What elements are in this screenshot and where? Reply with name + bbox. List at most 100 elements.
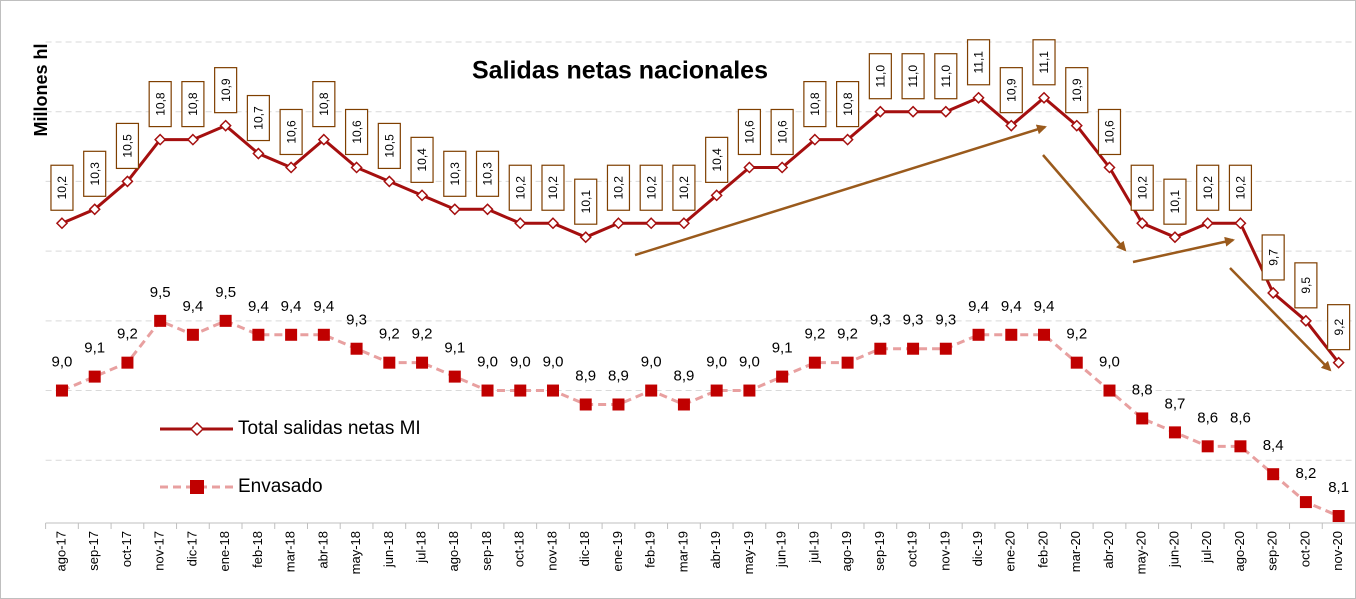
- data-label: 11,1: [972, 51, 986, 74]
- label-box: [934, 53, 958, 100]
- value-label-box: 11,0: [901, 53, 925, 100]
- label-box: [377, 122, 401, 170]
- data-label: 10,1: [579, 190, 593, 214]
- x-tick-label: dic-17: [184, 531, 199, 566]
- value-label-box: 10,8: [181, 80, 205, 128]
- marker: [710, 189, 723, 202]
- marker: [579, 231, 592, 244]
- data-label: 9,3: [870, 312, 891, 329]
- marker: [645, 217, 658, 230]
- chart-title: Salidas netas nacionales: [472, 57, 768, 85]
- x-tick-label: feb-20: [1035, 531, 1050, 568]
- data-label: 10,2: [677, 176, 691, 200]
- data-label: 8,9: [575, 367, 596, 384]
- data-label: 10,4: [415, 148, 429, 172]
- label-box: [606, 164, 631, 211]
- arrow: [1132, 236, 1235, 264]
- marker: [481, 203, 494, 216]
- label-box: [181, 80, 205, 128]
- data-label: 10,7: [252, 106, 266, 130]
- data-label: 10,3: [481, 162, 495, 186]
- data-label: 9,3: [346, 312, 367, 329]
- x-tick-label: dic-18: [577, 531, 592, 566]
- value-label-box: 10,8: [148, 80, 172, 128]
- value-label-box: 10,2: [508, 164, 532, 211]
- x-tick-label: may-19: [741, 531, 756, 574]
- x-tick-label: jul-18: [413, 531, 428, 564]
- marker: [415, 189, 429, 202]
- label-box: [672, 164, 696, 211]
- value-label-box: 11,1: [1032, 39, 1056, 86]
- x-tick-label: dic-19: [970, 531, 985, 566]
- value-label-box: 10,5: [377, 122, 401, 170]
- data-label: 9,0: [477, 354, 498, 371]
- value-label-box: 10,2: [672, 164, 696, 211]
- marker: [383, 356, 396, 369]
- data-label: 9,0: [1099, 354, 1120, 371]
- marker: [186, 133, 199, 146]
- value-label-box: 10,2: [606, 164, 631, 211]
- data-label: 10,2: [55, 176, 69, 200]
- label-box: [1130, 164, 1154, 211]
- data-label: 10,6: [284, 120, 298, 144]
- data-label: 10,5: [121, 134, 135, 158]
- data-label: 9,0: [510, 354, 531, 371]
- value-label-box: 10,2: [1196, 164, 1220, 211]
- marker: [1201, 440, 1214, 453]
- x-tick-label: feb-19: [643, 531, 658, 568]
- label-box: [836, 80, 860, 128]
- data-label: 8,6: [1230, 409, 1251, 426]
- marker: [448, 370, 461, 383]
- x-tick-label: mar-18: [283, 531, 298, 572]
- value-label-box: 10,8: [803, 80, 827, 128]
- marker: [1168, 231, 1182, 244]
- value-label-box: 11,0: [934, 53, 958, 100]
- marker: [514, 217, 527, 230]
- data-label: 8,6: [1197, 409, 1218, 426]
- gridlines: [45, 41, 1355, 461]
- marker: [1005, 119, 1018, 132]
- marker: [186, 328, 199, 341]
- marker: [285, 161, 298, 174]
- value-label-box: 10,3: [443, 150, 467, 197]
- data-label: 9,4: [1034, 298, 1055, 315]
- arrow: [1042, 154, 1127, 252]
- data-label: 9,2: [837, 326, 858, 343]
- label-box: [115, 122, 140, 170]
- label-box: [443, 150, 467, 197]
- marker: [776, 370, 789, 383]
- data-label: 10,8: [317, 92, 331, 116]
- label-box: [705, 136, 729, 183]
- value-label-box: 10,4: [410, 136, 434, 183]
- x-tick-label: sep-18: [479, 531, 494, 571]
- label-box: [312, 80, 336, 128]
- x-tick-label: oct-20: [1297, 531, 1312, 567]
- data-label: 11,0: [906, 65, 920, 88]
- label-box: [1163, 178, 1187, 225]
- data-label: 9,2: [412, 326, 433, 343]
- label-box: [1327, 304, 1351, 351]
- data-label: 9,1: [444, 340, 465, 357]
- x-tick-label: abr-18: [315, 531, 330, 569]
- legend-label: Envasado: [238, 476, 323, 497]
- label-box: [1032, 39, 1056, 86]
- data-label: 10,2: [644, 176, 658, 200]
- x-tick-label: mar-20: [1068, 531, 1083, 572]
- marker: [841, 133, 854, 146]
- data-label: 9,4: [281, 298, 302, 315]
- value-label-box: 10,3: [475, 150, 500, 197]
- data-label: 11,0: [874, 65, 888, 88]
- marker: [677, 217, 690, 230]
- value-label-box: 10,6: [279, 108, 303, 156]
- label-box: [999, 67, 1023, 114]
- value-label-box: 10,8: [836, 80, 860, 128]
- marker: [776, 161, 789, 174]
- value-label-box: 10,9: [999, 67, 1023, 114]
- data-label: 9,2: [1066, 326, 1087, 343]
- marker: [514, 384, 527, 397]
- data-label: 9,7: [1266, 249, 1280, 266]
- marker: [154, 133, 167, 146]
- marker: [1136, 412, 1149, 425]
- data-label: 9,2: [117, 326, 138, 343]
- value-label-box: 10,4: [705, 136, 729, 183]
